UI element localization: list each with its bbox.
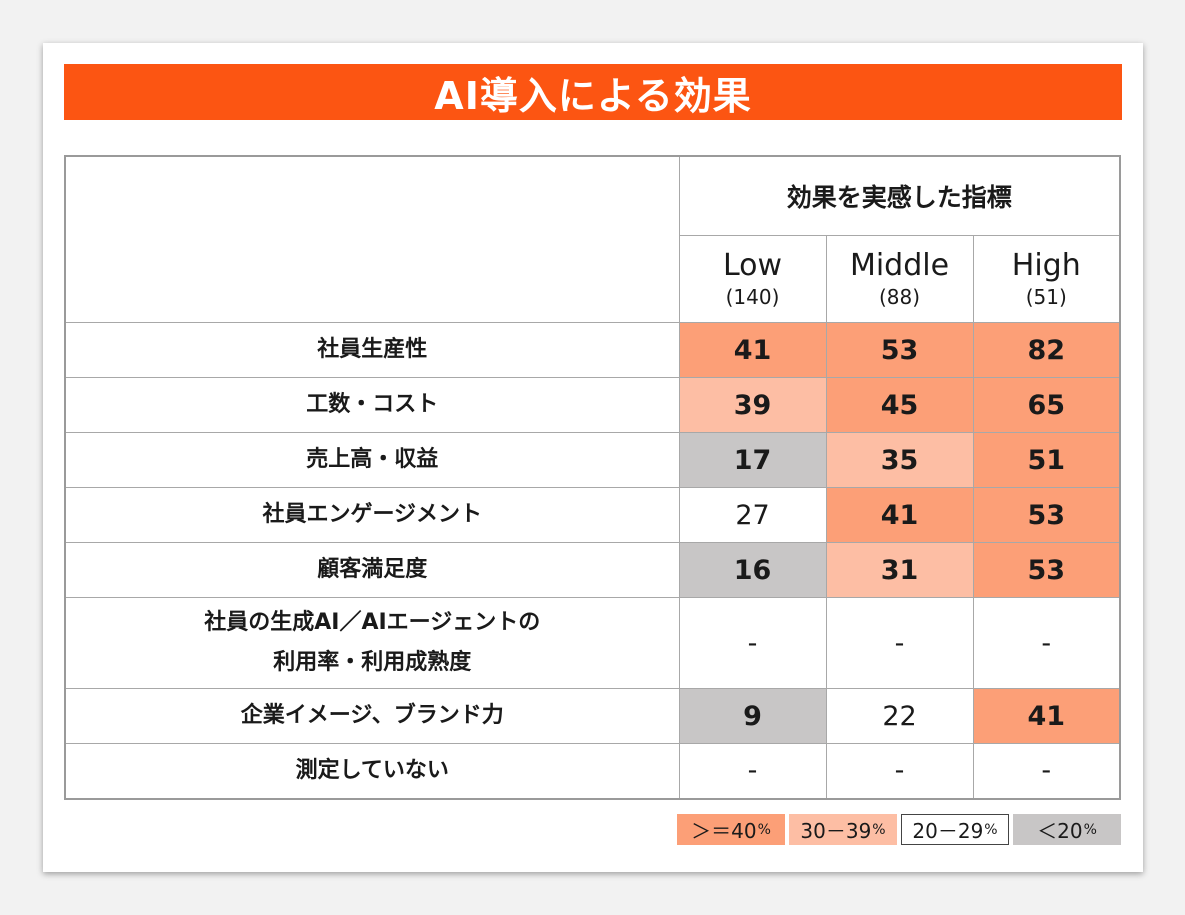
value-cell-low: - [678,597,827,689]
column-name: Middle [849,248,950,283]
legend-label: ＜20 [1037,819,1083,843]
value-cell-low: - [678,743,827,799]
row-label: 売上高・収益 [64,432,680,488]
table-row: 売上高・収益 17 35 51 [64,432,1121,488]
column-header-high: High (51) [972,235,1121,323]
row-label: 顧客満足度 [64,542,680,598]
value-cell-high: - [972,597,1121,689]
table-row: 工数・コスト 39 45 65 [64,377,1121,433]
value-cell-low: 9 [678,688,827,744]
value-cell-high: 65 [972,377,1121,433]
value-cell-high: 53 [972,542,1121,598]
column-name: High [1011,248,1081,283]
row-label: 測定していない [64,743,680,799]
value-cell-high: 51 [972,432,1121,488]
value-cell-high: - [972,743,1121,799]
column-count: (140) [725,285,780,309]
legend-unit: % [757,821,771,838]
row-label: 社員生産性 [64,322,680,378]
table-row: 測定していない - - - [64,743,1121,799]
chart-title: AI導入による効果 [434,73,752,118]
column-count: (51) [1025,285,1067,309]
row-label: 企業イメージ、ブランド力 [64,688,680,744]
value-cell-middle: - [825,743,974,799]
row-label: 社員エンゲージメント [64,487,680,543]
legend-item-20-29: 20－29% [901,814,1009,845]
value-cell-high: 41 [972,688,1121,744]
value-cell-middle: 31 [825,542,974,598]
value-cell-middle: - [825,597,974,689]
legend-label: 30－39 [800,819,872,843]
row-label: 工数・コスト [64,377,680,433]
table-row: 社員の生成AI／AIエージェントの 利用率・利用成熟度 - - - [64,597,1121,689]
value-cell-low: 16 [678,542,827,598]
legend-item-lt20: ＜20% [1013,814,1121,845]
value-cell-middle: 53 [825,322,974,378]
legend-label: ＞＝40 [691,819,757,843]
value-cell-low: 27 [678,487,827,543]
value-cell-high: 82 [972,322,1121,378]
legend-unit: % [1083,821,1097,838]
column-group-header: 効果を実感した指標 [678,155,1121,236]
value-cell-middle: 35 [825,432,974,488]
value-cell-middle: 22 [825,688,974,744]
row-label: 社員の生成AI／AIエージェントの 利用率・利用成熟度 [64,597,680,689]
column-header-low: Low (140) [678,235,827,323]
title-bar: AI導入による効果 [64,64,1122,120]
column-name: Low [722,248,783,283]
value-cell-low: 41 [678,322,827,378]
header-corner [64,155,680,323]
value-cell-low: 39 [678,377,827,433]
results-table: 効果を実感した指標 Low (140) Middle (88) High (51… [64,155,1122,800]
value-cell-middle: 45 [825,377,974,433]
table-row: 社員エンゲージメント 27 41 53 [64,487,1121,543]
legend-item-ge40: ＞＝40% [677,814,785,845]
legend-unit: % [872,821,886,838]
table-row: 社員生産性 41 53 82 [64,322,1121,378]
value-cell-high: 53 [972,487,1121,543]
value-cell-middle: 41 [825,487,974,543]
legend-label: 20－29 [912,819,984,843]
column-count: (88) [878,285,921,309]
legend-unit: % [984,821,998,838]
legend-item-30-39: 30－39% [789,814,897,845]
column-header-middle: Middle (88) [825,235,974,323]
table-row: 顧客満足度 16 31 53 [64,542,1121,598]
value-cell-low: 17 [678,432,827,488]
table-row: 企業イメージ、ブランド力 9 22 41 [64,688,1121,744]
